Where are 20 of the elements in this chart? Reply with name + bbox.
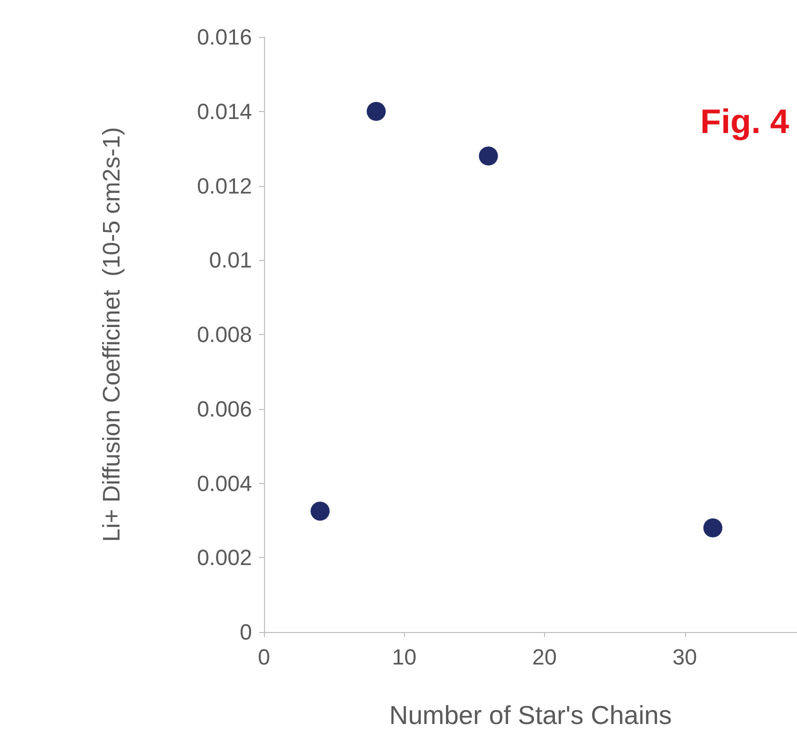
x-tick-label: 0	[258, 644, 270, 670]
point	[366, 102, 386, 121]
y-tick-label: 0.012	[196, 173, 252, 198]
y-tick-label: 0.016	[196, 24, 252, 50]
y-tick-label: 0.004	[196, 470, 252, 496]
y-axis-title: Li+ Diffusion Coefficinet (10-5 cm2s-1)	[98, 127, 126, 542]
point	[478, 146, 498, 166]
x-tick-label: 30	[672, 644, 698, 670]
x-tick-label: 10	[392, 644, 417, 670]
y-tick-label: 0	[240, 620, 252, 644]
x-axis-title: Number of Star's Chains	[389, 700, 672, 730]
point	[310, 502, 330, 521]
y-tick-label: 0.014	[196, 98, 252, 124]
y-tick-label: 0.008	[196, 322, 252, 347]
point	[703, 518, 722, 538]
y-tick-label: 0.002	[196, 545, 252, 570]
x-tick-label: 20	[532, 644, 557, 670]
y-tick-label: 0.01	[209, 248, 252, 273]
y-tick-label: 0.006	[196, 396, 252, 422]
annotation: Fig. 4	[700, 103, 790, 141]
